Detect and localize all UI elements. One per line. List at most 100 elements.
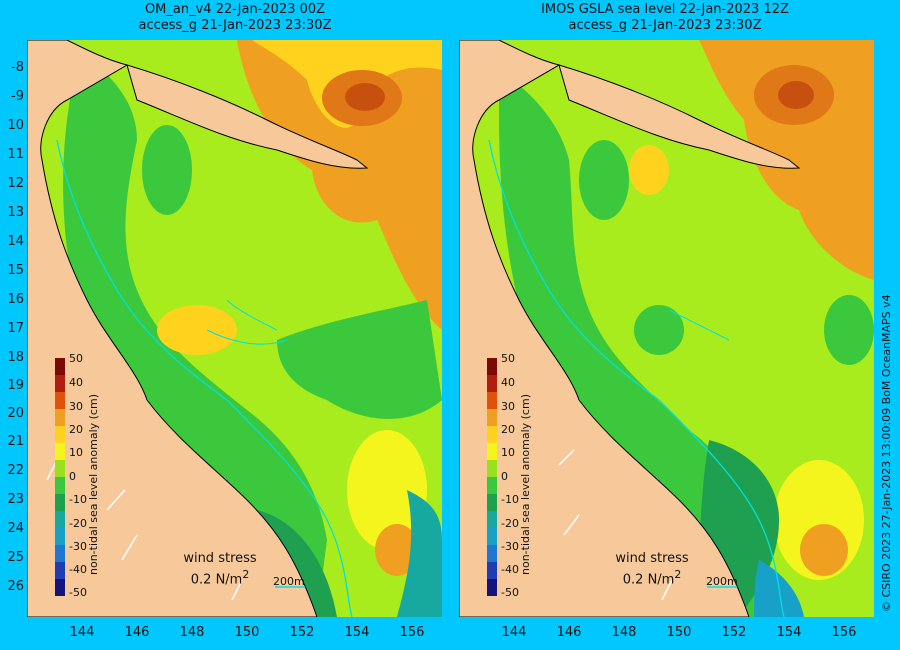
right-scale-label: 200m xyxy=(706,575,738,588)
y-tick-label: 16 xyxy=(7,292,24,307)
right-wind-legend: wind stress 0.2 N/m2 xyxy=(607,551,697,588)
anomaly-teal-se xyxy=(397,490,442,617)
y-tick-label: 12 xyxy=(7,176,24,191)
anomaly-green-blob-2 xyxy=(634,305,684,355)
land-mainland xyxy=(459,40,750,617)
wind-label: wind stress xyxy=(183,551,257,566)
y-tick-label: -8 xyxy=(11,60,24,75)
left-map-svg: 50 40 30 20 10 0 -10 -20 -30 -40 -50 non… xyxy=(27,40,442,617)
anomaly-yellow-center xyxy=(629,145,669,195)
x-tick-label: 156 xyxy=(399,625,425,640)
anomaly-green-coastal xyxy=(63,50,327,617)
x-tick-label: 150 xyxy=(234,625,260,640)
land-mainland xyxy=(27,40,318,617)
y-tick-label: 20 xyxy=(7,406,24,421)
land-new-guinea xyxy=(558,64,801,169)
x-tick-label: 152 xyxy=(289,625,315,640)
colorbar: 50 40 30 20 10 0 -10 -20 -30 -40 -50 non… xyxy=(487,352,532,599)
y-tick-label: -9 xyxy=(11,89,24,104)
cbar-tick: 10 xyxy=(69,446,83,459)
colorbar: 50 40 30 20 10 0 -10 -20 -30 -40 -50 non… xyxy=(55,352,100,599)
y-tick-label: 15 xyxy=(7,263,24,278)
y-tick-label: 23 xyxy=(7,492,24,507)
wind-label: wind stress xyxy=(615,551,689,566)
cbar-tick: -30 xyxy=(69,540,87,553)
cbar-tick: -40 xyxy=(69,563,87,576)
cbar-tick: 50 xyxy=(501,352,515,365)
wind-value-text: 0.2 N/m xyxy=(190,572,243,588)
y-tick-label: 10 xyxy=(7,118,24,133)
x-tick-label: 154 xyxy=(344,625,370,640)
cbar-tick: -10 xyxy=(69,493,87,506)
cbar-tick: -10 xyxy=(501,493,519,506)
anomaly-green-offshore xyxy=(277,300,442,419)
wind-arrows xyxy=(558,449,673,601)
y-tick-label: 25 xyxy=(7,550,24,565)
land-new-guinea xyxy=(126,64,369,169)
left-title: OM_an_v4 22-Jan-2023 00Z access_g 21-Jan… xyxy=(85,2,385,34)
anomaly-yellow-east xyxy=(347,430,427,550)
y-tick-label: 24 xyxy=(7,521,24,536)
x-tick-label: 146 xyxy=(556,625,582,640)
cbar-tick: 0 xyxy=(69,470,76,483)
anomaly-green-blob-1 xyxy=(579,140,629,220)
left-title-line2: access_g 21-Jan-2023 23:30Z xyxy=(138,18,332,33)
anomaly-orange-east xyxy=(375,524,419,576)
right-title-line2: access_g 21-Jan-2023 23:30Z xyxy=(568,18,762,33)
x-tick-label: 148 xyxy=(611,625,637,640)
x-tick-label: 154 xyxy=(776,625,802,640)
reef-contour xyxy=(668,309,730,341)
left-map-panel: 50 40 30 20 10 0 -10 -20 -30 -40 -50 non… xyxy=(27,40,442,617)
right-title: IMOS GSLA sea level 22-Jan-2023 12Z acce… xyxy=(515,2,815,34)
x-tick-label: 150 xyxy=(666,625,692,640)
y-tick-label: 13 xyxy=(7,205,24,220)
cbar-tick: 40 xyxy=(501,376,515,389)
anomaly-green-blob xyxy=(142,125,192,215)
cbar-tick: 30 xyxy=(69,400,83,413)
anomaly-green-blob-3 xyxy=(824,295,874,365)
cbar-tick: -50 xyxy=(69,586,87,599)
cbar-tick: 30 xyxy=(501,400,515,413)
right-map-svg: 50 40 30 20 10 0 -10 -20 -30 -40 -50 non… xyxy=(459,40,874,617)
colorbar-title: non-tidal sea level anomaly (cm) xyxy=(519,394,532,575)
cbar-tick: 0 xyxy=(501,470,508,483)
y-tick-label: 11 xyxy=(7,147,24,162)
cbar-tick: 40 xyxy=(69,376,83,389)
x-tick-label: 144 xyxy=(501,625,527,640)
x-tick-label: 152 xyxy=(721,625,747,640)
anomaly-peak-high xyxy=(345,83,385,111)
wind-value-exp: 2 xyxy=(242,568,250,581)
credit-text: © CSIRO 2023 27-Jan-2023 13:00:09 BoM Oc… xyxy=(880,294,893,612)
cbar-tick: -20 xyxy=(69,517,87,530)
y-tick-label: 18 xyxy=(7,350,24,365)
anomaly-yellow-center xyxy=(157,305,237,355)
y-tick-label: 14 xyxy=(7,234,24,249)
y-tick-label: 19 xyxy=(7,378,24,393)
x-tick-label: 156 xyxy=(831,625,857,640)
y-tick-label: 26 xyxy=(7,579,24,594)
cbar-tick: -50 xyxy=(501,586,519,599)
right-title-line1: IMOS GSLA sea level 22-Jan-2023 12Z xyxy=(541,2,789,17)
anomaly-orange-east xyxy=(800,524,848,576)
cbar-tick: -20 xyxy=(501,517,519,530)
x-tick-label: 144 xyxy=(69,625,95,640)
anomaly-peak-high xyxy=(778,81,814,109)
cbar-tick: 10 xyxy=(501,446,515,459)
wind-value-text: 0.2 N/m xyxy=(622,572,675,588)
left-scale-label: 200m xyxy=(273,575,305,588)
cbar-tick: 50 xyxy=(69,352,83,365)
cbar-tick: 20 xyxy=(501,423,515,436)
wind-value-exp: 2 xyxy=(674,568,682,581)
y-tick-label: 22 xyxy=(7,463,24,478)
y-tick-label: 17 xyxy=(7,321,24,336)
cbar-tick: -40 xyxy=(501,563,519,576)
reef-contour xyxy=(206,299,288,345)
coastline-200m xyxy=(56,139,353,617)
left-wind-legend: wind stress 0.2 N/m2 xyxy=(175,551,265,588)
wind-value: 0.2 N/m2 xyxy=(607,567,697,588)
wind-value: 0.2 N/m2 xyxy=(175,567,265,588)
colorbar-title: non-tidal sea level anomaly (cm) xyxy=(87,394,100,575)
right-map-panel: 50 40 30 20 10 0 -10 -20 -30 -40 -50 non… xyxy=(459,40,874,617)
x-tick-label: 148 xyxy=(179,625,205,640)
cbar-tick: -30 xyxy=(501,540,519,553)
